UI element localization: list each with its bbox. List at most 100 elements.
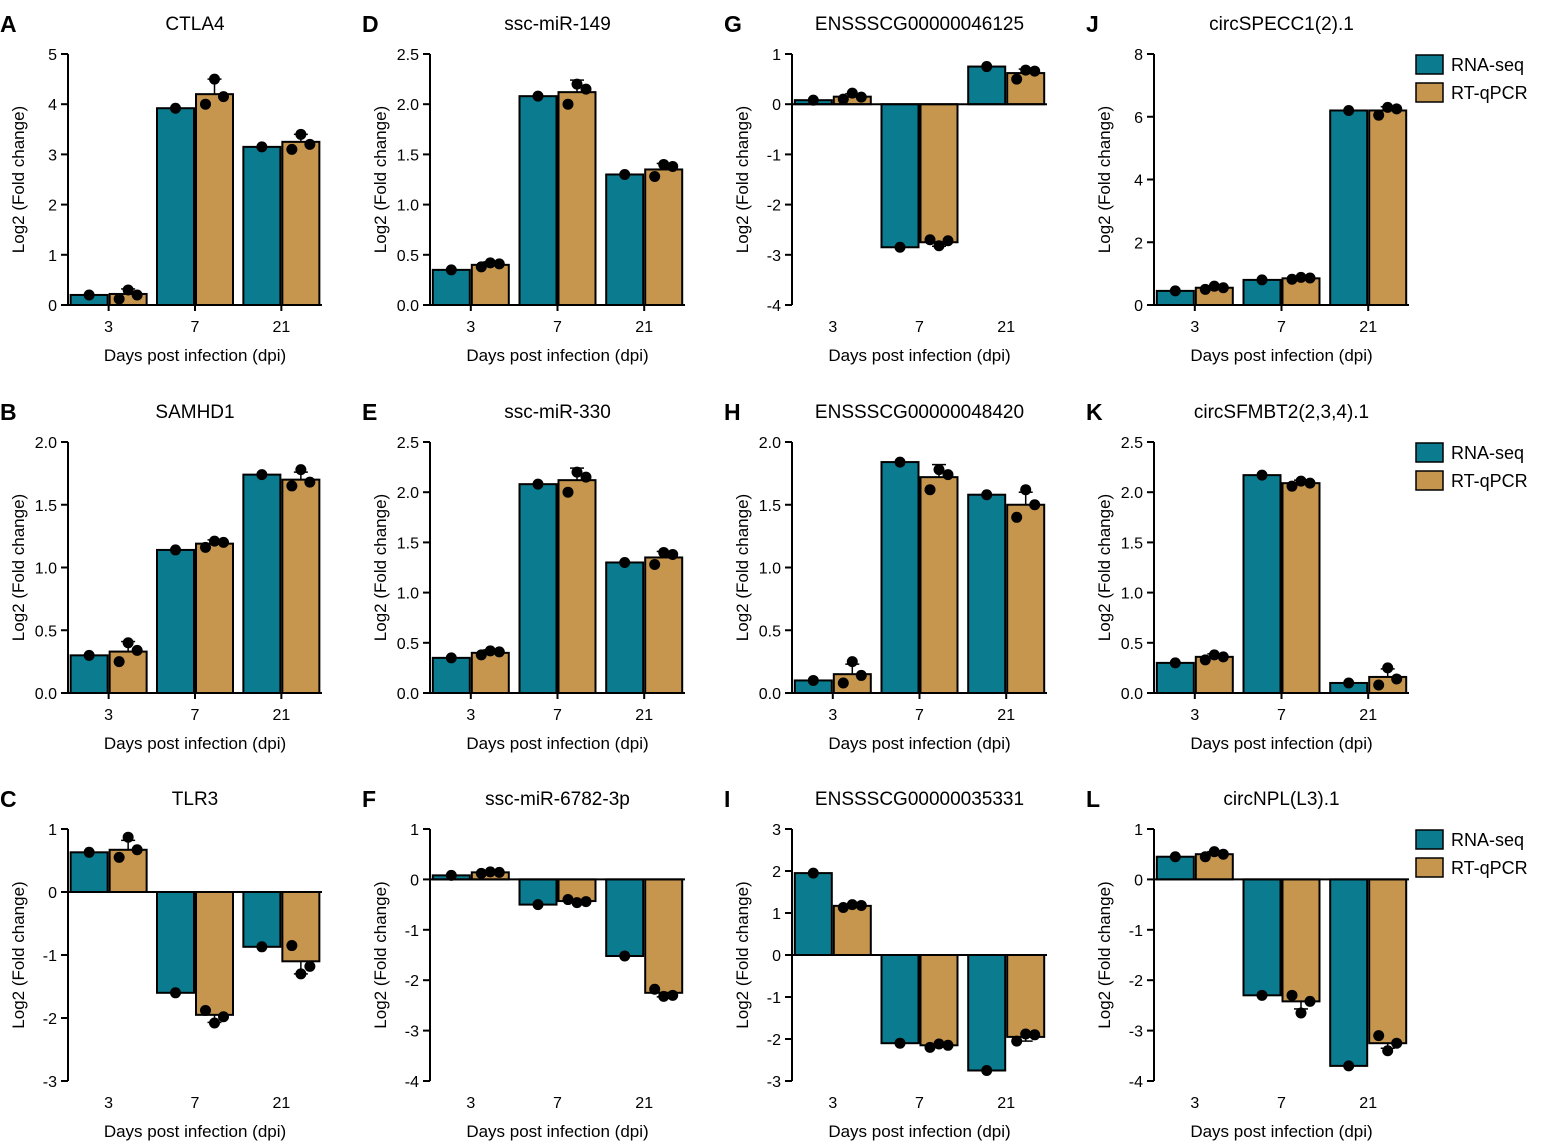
- y-axis-label: Log2 (Fold change): [733, 881, 752, 1028]
- x-tick-label: 3: [1190, 707, 1199, 724]
- data-point: [1343, 1060, 1355, 1072]
- data-point: [445, 264, 457, 276]
- x-tick-label: 7: [191, 319, 200, 336]
- bar: [644, 168, 684, 306]
- y-tick-label: -1: [405, 923, 419, 940]
- x-tick-label: 21: [272, 1095, 290, 1112]
- panel-label: B: [0, 399, 17, 425]
- y-tick-label: -3: [405, 1024, 419, 1041]
- x-axis-label: Days post infection (dpi): [466, 734, 648, 753]
- chart-panel: H ENSSSCG00000048420 0.0 0.5 1.0 1.5 2.0 Log2 (…: [724, 399, 1047, 753]
- bar: [605, 173, 645, 306]
- data-point: [200, 98, 211, 110]
- legend: RNA-seq RT-qPCR: [1415, 829, 1528, 878]
- bar: [108, 650, 148, 695]
- bar: [431, 268, 471, 306]
- data-point: [1391, 103, 1403, 115]
- data-point: [200, 1004, 211, 1016]
- data-point: [1199, 654, 1211, 666]
- chart-title: circSFMBT2(2,3,4).1: [1194, 402, 1369, 423]
- data-point: [981, 489, 993, 501]
- data-point: [131, 844, 143, 856]
- data-point: [83, 289, 95, 301]
- x-axis-label: Days post infection (dpi): [828, 1122, 1010, 1141]
- y-tick-label: 1.0: [397, 586, 419, 603]
- chart-panel: A CTLA4 0 1 2 3 4 5 Log2 (Fold change) 3 7 21 Days p…: [0, 11, 322, 365]
- y-tick-label: -2: [767, 1032, 781, 1049]
- data-point: [1217, 282, 1229, 294]
- panel-label: D: [362, 11, 379, 37]
- y-tick-label: -4: [405, 1074, 419, 1091]
- x-tick-label: 21: [1359, 319, 1377, 336]
- x-tick-label: 21: [997, 319, 1015, 336]
- x-tick-label: 7: [191, 707, 200, 724]
- y-tick-label: -3: [1129, 1024, 1143, 1041]
- y-axis-label: Log2 (Fold change): [733, 106, 752, 253]
- data-point: [1373, 679, 1385, 691]
- chart-title: ENSSSCG00000035331: [815, 789, 1024, 810]
- legend-swatch-rtqpcr: [1415, 857, 1444, 878]
- y-tick-label: 1.5: [35, 498, 57, 515]
- y-tick-label: 0.0: [759, 686, 781, 703]
- panel-label: K: [1086, 399, 1103, 425]
- x-tick-label: 21: [272, 707, 290, 724]
- chart-panel: I ENSSSCG00000035331 -3 -2 -1 0 1 2 3 Log2 (Fold …: [724, 786, 1047, 1141]
- x-tick-label: 21: [997, 707, 1015, 724]
- y-tick-label: 5: [48, 47, 57, 64]
- y-tick-label: 1.5: [1121, 535, 1143, 552]
- y-tick-label: 2.5: [397, 47, 419, 64]
- data-point: [1343, 104, 1355, 116]
- data-point: [113, 851, 125, 863]
- y-tick-label: -4: [1129, 1074, 1143, 1091]
- data-point: [981, 61, 993, 73]
- chart-panel: G ENSSSCG00000046125 -4 -3 -2 -1 0 1 Log2 (Fold …: [724, 11, 1047, 365]
- chart-title: circNPL(L3).1: [1223, 789, 1339, 810]
- data-point: [286, 940, 298, 952]
- bar: [195, 93, 234, 306]
- bar: [518, 483, 558, 694]
- x-tick-label: 3: [466, 1095, 475, 1112]
- chart-title: ssc-miR-6782-3p: [485, 789, 630, 810]
- data-point: [122, 637, 134, 649]
- chart-title: ENSSSCG00000048420: [815, 402, 1024, 423]
- bar: [1242, 878, 1282, 997]
- data-point: [445, 869, 457, 881]
- data-point: [170, 987, 181, 999]
- legend-swatch-rnaseq: [1415, 829, 1444, 850]
- y-tick-label: 3: [772, 822, 781, 839]
- data-point: [532, 899, 544, 911]
- y-tick-label: 6: [1134, 110, 1143, 127]
- bar: [69, 851, 109, 893]
- panel-label: L: [1086, 786, 1100, 812]
- data-point: [562, 98, 574, 110]
- chart-title: ssc-miR-149: [504, 14, 611, 35]
- data-point: [484, 866, 496, 878]
- bar: [242, 891, 282, 948]
- bar: [281, 478, 321, 694]
- legend: RNA-seq RT-qPCR: [1415, 442, 1528, 491]
- data-point: [1169, 851, 1181, 863]
- y-tick-label: 0.5: [1121, 636, 1143, 653]
- x-tick-label: 21: [635, 319, 653, 336]
- data-point: [209, 1017, 220, 1029]
- data-point: [562, 486, 574, 498]
- data-point: [1020, 1028, 1032, 1040]
- data-point: [658, 546, 670, 558]
- bar: [605, 561, 645, 694]
- y-tick-label: -1: [767, 990, 781, 1007]
- chart-title: CTLA4: [165, 14, 225, 35]
- data-point: [113, 656, 125, 668]
- bar: [1329, 878, 1369, 1067]
- data-point: [1286, 480, 1298, 492]
- data-point: [924, 234, 936, 246]
- y-tick-label: 1: [410, 822, 419, 839]
- data-point: [933, 464, 945, 476]
- data-point: [1295, 271, 1307, 283]
- y-tick-label: 2.0: [759, 435, 781, 452]
- data-point: [1011, 73, 1023, 85]
- data-point: [484, 645, 496, 657]
- bar: [880, 954, 920, 1045]
- data-point: [924, 1041, 936, 1053]
- data-point: [1029, 65, 1041, 77]
- data-point: [83, 649, 95, 661]
